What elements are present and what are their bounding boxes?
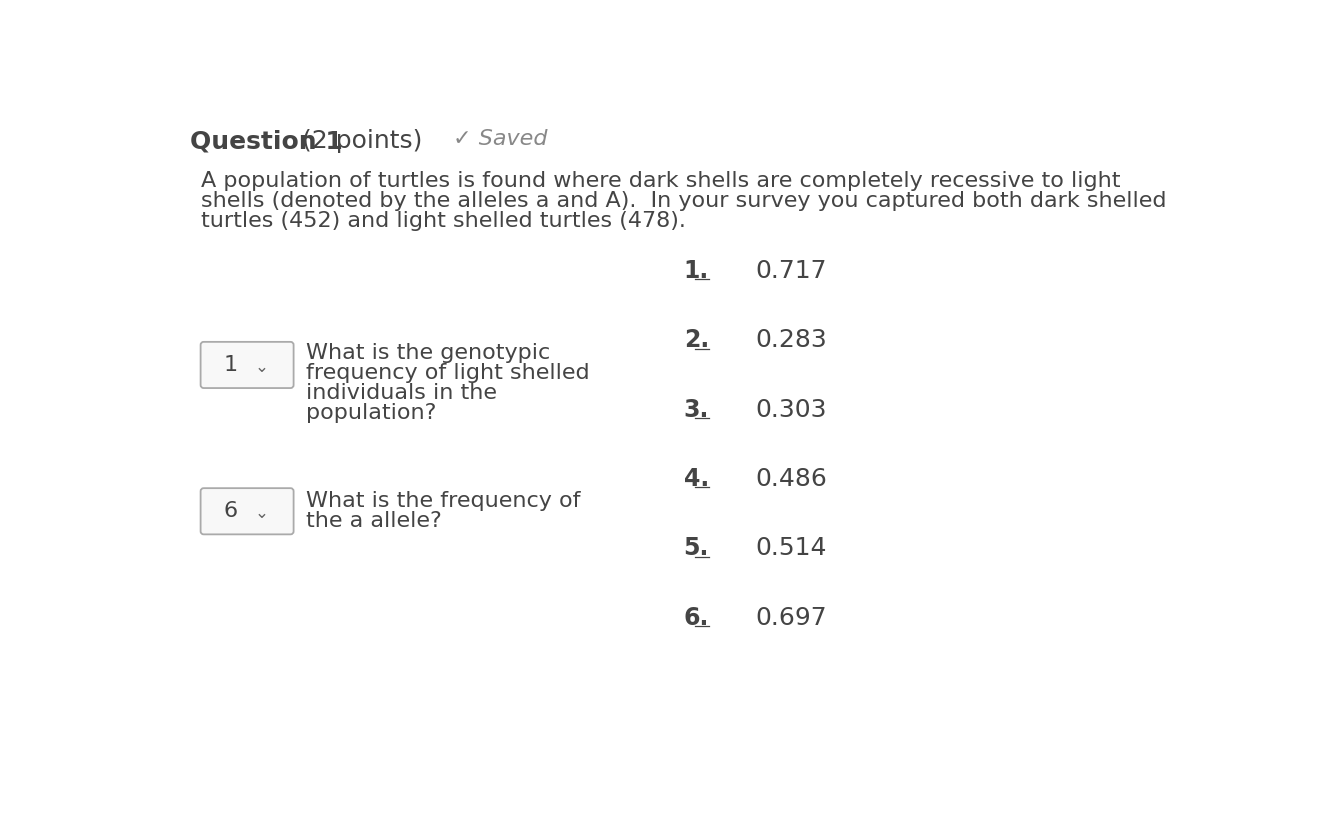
Text: 4.: 4. [683, 467, 709, 491]
Text: frequency of light shelled: frequency of light shelled [306, 364, 590, 384]
Text: A population of turtles is found where dark shells are completely recessive to l: A population of turtles is found where d… [201, 171, 1120, 191]
Text: 0.283: 0.283 [755, 329, 827, 352]
Text: 1: 1 [224, 355, 238, 375]
Text: 6.: 6. [683, 605, 709, 630]
Text: (2 points): (2 points) [294, 129, 422, 153]
Text: 0.717: 0.717 [755, 259, 827, 283]
Text: 3.: 3. [683, 398, 709, 422]
Text: 2.: 2. [683, 329, 709, 352]
Text: turtles (452) and light shelled turtles (478).: turtles (452) and light shelled turtles … [201, 211, 686, 231]
Text: ⌄: ⌄ [254, 358, 269, 375]
Text: 0.486: 0.486 [755, 467, 827, 491]
FancyBboxPatch shape [201, 342, 293, 388]
Text: What is the genotypic: What is the genotypic [306, 344, 550, 364]
Text: Question 1: Question 1 [189, 129, 342, 153]
FancyBboxPatch shape [201, 488, 293, 535]
Text: shells (denoted by the alleles a and A).  In your survey you captured both dark : shells (denoted by the alleles a and A).… [201, 191, 1167, 211]
Text: 0.697: 0.697 [755, 605, 827, 630]
Text: individuals in the: individuals in the [306, 384, 497, 404]
Text: What is the frequency of: What is the frequency of [306, 491, 581, 511]
Text: 5.: 5. [683, 536, 709, 560]
Text: the a allele?: the a allele? [306, 511, 442, 531]
Text: 0.303: 0.303 [755, 398, 827, 422]
Text: population?: population? [306, 404, 437, 424]
Text: 1.: 1. [683, 259, 709, 283]
Text: ✓ Saved: ✓ Saved [453, 129, 547, 149]
Text: ⌄: ⌄ [254, 504, 269, 522]
Text: 0.514: 0.514 [755, 536, 827, 560]
Text: 6: 6 [224, 501, 238, 521]
